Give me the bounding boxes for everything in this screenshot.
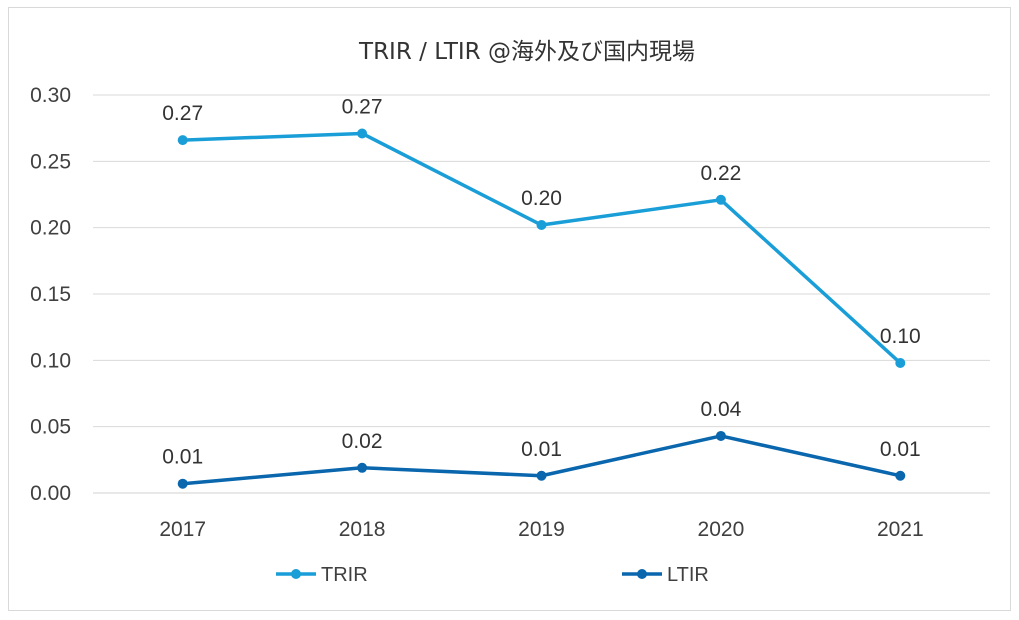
x-tick-label: 2017 bbox=[159, 518, 206, 541]
data-label: 0.01 bbox=[521, 438, 562, 461]
data-label: 0.01 bbox=[880, 438, 921, 461]
legend-label: LTIR bbox=[667, 564, 709, 586]
legend-item: TRIR bbox=[276, 564, 368, 586]
data-point bbox=[357, 128, 368, 139]
data-point bbox=[357, 462, 368, 473]
series-ltir bbox=[177, 430, 906, 489]
data-point bbox=[895, 470, 906, 481]
data-label: 0.02 bbox=[342, 430, 383, 453]
x-axis-ticks: 2017 2018 2019 2020 2021 bbox=[159, 518, 923, 541]
data-point bbox=[177, 478, 188, 489]
data-labels: 0.27 0.27 0.20 0.22 0.10 0.01 0.02 0.01 0.04 0.01 bbox=[162, 95, 920, 468]
data-label: 0.27 bbox=[162, 102, 203, 125]
y-tick-label: 0.15 bbox=[30, 283, 71, 306]
y-tick-label: 0.00 bbox=[30, 482, 71, 505]
data-label: 0.22 bbox=[700, 162, 741, 185]
legend: TRIR LTIR bbox=[276, 564, 709, 586]
x-tick-label: 2020 bbox=[698, 518, 745, 541]
legend-swatch-marker bbox=[291, 569, 301, 579]
data-label: 0.01 bbox=[162, 446, 203, 469]
data-label: 0.04 bbox=[700, 398, 741, 421]
data-point bbox=[536, 470, 547, 481]
series-lines bbox=[177, 128, 906, 489]
data-label: 0.27 bbox=[342, 95, 383, 118]
legend-swatch-marker bbox=[637, 569, 647, 579]
x-tick-label: 2021 bbox=[877, 518, 924, 541]
y-tick-label: 0.10 bbox=[30, 349, 71, 372]
y-tick-label: 0.20 bbox=[30, 217, 71, 240]
data-point bbox=[177, 135, 188, 146]
data-point bbox=[536, 220, 547, 231]
x-tick-label: 2019 bbox=[518, 518, 565, 541]
y-tick-label: 0.25 bbox=[30, 150, 71, 173]
y-tick-label: 0.05 bbox=[30, 416, 71, 439]
y-tick-label: 0.30 bbox=[30, 84, 71, 107]
series-line bbox=[180, 131, 903, 365]
series-trir bbox=[177, 128, 906, 368]
data-point bbox=[715, 194, 726, 205]
data-point bbox=[715, 430, 726, 441]
data-point bbox=[895, 357, 906, 368]
gridlines bbox=[93, 94, 990, 494]
legend-item: LTIR bbox=[622, 564, 709, 586]
data-label: 0.20 bbox=[521, 187, 562, 210]
x-tick-label: 2018 bbox=[339, 518, 386, 541]
chart-frame bbox=[8, 7, 1011, 611]
data-label: 0.10 bbox=[880, 325, 921, 348]
y-axis-ticks: 0.00 0.05 0.10 0.15 0.20 0.25 0.30 bbox=[30, 84, 71, 505]
legend-label: TRIR bbox=[321, 564, 368, 586]
chart-title: TRIR / LTIR @海外及び国内現場 bbox=[358, 39, 695, 65]
